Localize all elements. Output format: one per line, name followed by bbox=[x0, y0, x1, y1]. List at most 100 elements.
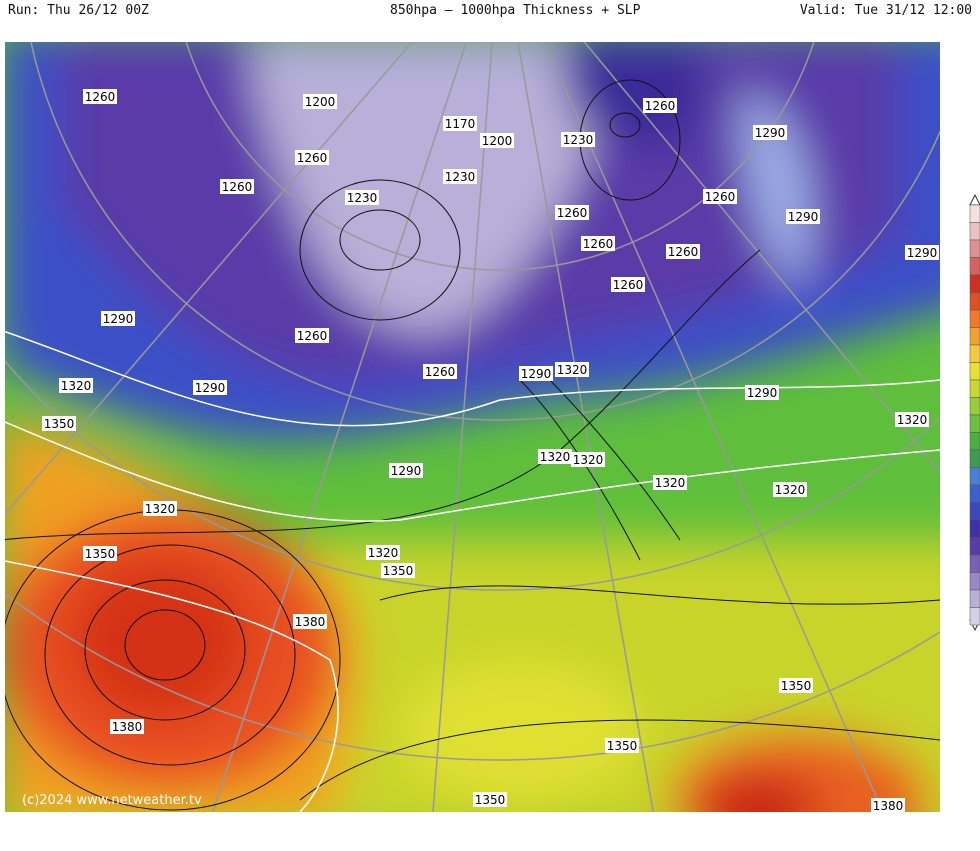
contour-label: 1260 bbox=[85, 90, 116, 104]
contour-label: 1290 bbox=[103, 312, 134, 326]
label-box bbox=[611, 277, 645, 292]
label-box bbox=[193, 380, 227, 395]
label-box bbox=[423, 364, 457, 379]
legend-swatch bbox=[969, 449, 980, 468]
legend-swatch bbox=[969, 432, 980, 451]
label-box bbox=[653, 475, 687, 490]
label-box bbox=[871, 798, 905, 813]
label-box bbox=[295, 328, 329, 343]
contour-label: 1350 bbox=[85, 547, 116, 561]
contour-label: 1350 bbox=[383, 564, 414, 578]
contour-label: 1260 bbox=[557, 206, 588, 220]
label-box bbox=[83, 546, 117, 561]
contour-label: 1350 bbox=[44, 417, 75, 431]
contour-label: 1290 bbox=[755, 126, 786, 140]
label-box bbox=[555, 362, 589, 377]
contour-label: 1230 bbox=[347, 191, 378, 205]
label-box bbox=[480, 133, 514, 148]
label-box bbox=[895, 412, 929, 427]
contour-label: 1320 bbox=[368, 546, 399, 560]
label-box bbox=[389, 463, 423, 478]
label-box bbox=[303, 94, 337, 109]
thickness-lines bbox=[5, 330, 940, 812]
contour-label: 1260 bbox=[668, 245, 699, 259]
contour-label: 1290 bbox=[907, 246, 938, 260]
label-box bbox=[345, 190, 379, 205]
label-box bbox=[143, 501, 177, 516]
contour-label: 1290 bbox=[747, 386, 778, 400]
legend-swatch bbox=[969, 607, 980, 626]
contour-label: 1170 bbox=[445, 117, 476, 131]
label-box bbox=[42, 416, 76, 431]
chart-title: 850hpa – 1000hpa Thickness + SLP bbox=[390, 3, 641, 18]
contour-label: 1290 bbox=[788, 210, 819, 224]
label-box bbox=[220, 179, 254, 194]
label-box bbox=[703, 189, 737, 204]
contour-label: 1320 bbox=[775, 483, 806, 497]
contour-label: 1320 bbox=[573, 453, 604, 467]
contour-label: 1200 bbox=[482, 134, 513, 148]
label-box bbox=[110, 719, 144, 734]
legend-swatch bbox=[969, 362, 980, 381]
run-label: Run: Thu 26/12 00Z bbox=[8, 3, 149, 18]
contour-label: 1290 bbox=[195, 381, 226, 395]
label-box bbox=[905, 245, 939, 260]
legend-swatch bbox=[969, 554, 980, 573]
legend-swatch bbox=[969, 327, 980, 346]
contour-labels: 1260 1200 1170 1200 1230 1260 1290 1260 1260 1230… bbox=[42, 89, 939, 813]
label-box bbox=[366, 545, 400, 560]
label-box bbox=[571, 452, 605, 467]
label-box bbox=[561, 132, 595, 147]
legend-swatch bbox=[969, 344, 980, 363]
contour-label: 1320 bbox=[557, 363, 588, 377]
contour-label: 1350 bbox=[781, 679, 812, 693]
legend-swatch bbox=[969, 397, 980, 416]
contour-label: 1260 bbox=[222, 180, 253, 194]
label-box bbox=[443, 169, 477, 184]
legend-swatch bbox=[969, 467, 980, 486]
color-legend bbox=[969, 193, 980, 632]
contour-label: 1320 bbox=[145, 502, 176, 516]
label-box bbox=[773, 482, 807, 497]
contour-label: 1320 bbox=[655, 476, 686, 490]
contour-label: 1380 bbox=[112, 720, 143, 734]
label-box bbox=[605, 738, 639, 753]
legend-swatch bbox=[969, 519, 980, 538]
legend-swatch bbox=[969, 274, 980, 293]
contour-label: 1200 bbox=[305, 95, 336, 109]
label-box bbox=[295, 150, 329, 165]
contour-label: 1260 bbox=[705, 190, 736, 204]
legend-swatch bbox=[969, 414, 980, 433]
label-box bbox=[786, 209, 820, 224]
contour-label: 1230 bbox=[445, 170, 476, 184]
legend-swatch bbox=[969, 379, 980, 398]
contour-label: 1230 bbox=[563, 133, 594, 147]
copyright: (c)2024 www.netweather.tv bbox=[22, 793, 202, 808]
contour-label: 1290 bbox=[521, 367, 552, 381]
contour-label: 1350 bbox=[607, 739, 638, 753]
contour-label: 1380 bbox=[295, 615, 326, 629]
label-box bbox=[83, 89, 117, 104]
legend-swatch bbox=[969, 537, 980, 556]
contour-label: 1290 bbox=[391, 464, 422, 478]
valid-label: Valid: Tue 31/12 12:00 bbox=[799, 3, 972, 18]
contour-label: 1260 bbox=[645, 99, 676, 113]
label-box bbox=[666, 244, 700, 259]
contour-label: 1350 bbox=[475, 793, 506, 807]
label-box bbox=[779, 678, 813, 693]
contour-label: 1260 bbox=[425, 365, 456, 379]
legend-swatch bbox=[969, 204, 980, 223]
legend-swatch bbox=[969, 222, 980, 241]
legend-swatch bbox=[969, 502, 980, 521]
label-box bbox=[101, 311, 135, 326]
legend-swatch bbox=[969, 589, 980, 608]
legend-swatch bbox=[969, 257, 980, 276]
contour-label: 1320 bbox=[897, 413, 928, 427]
legend-swatch bbox=[969, 309, 980, 328]
label-box bbox=[555, 205, 589, 220]
legend-swatch bbox=[969, 484, 980, 503]
contour-label: 1260 bbox=[297, 151, 328, 165]
